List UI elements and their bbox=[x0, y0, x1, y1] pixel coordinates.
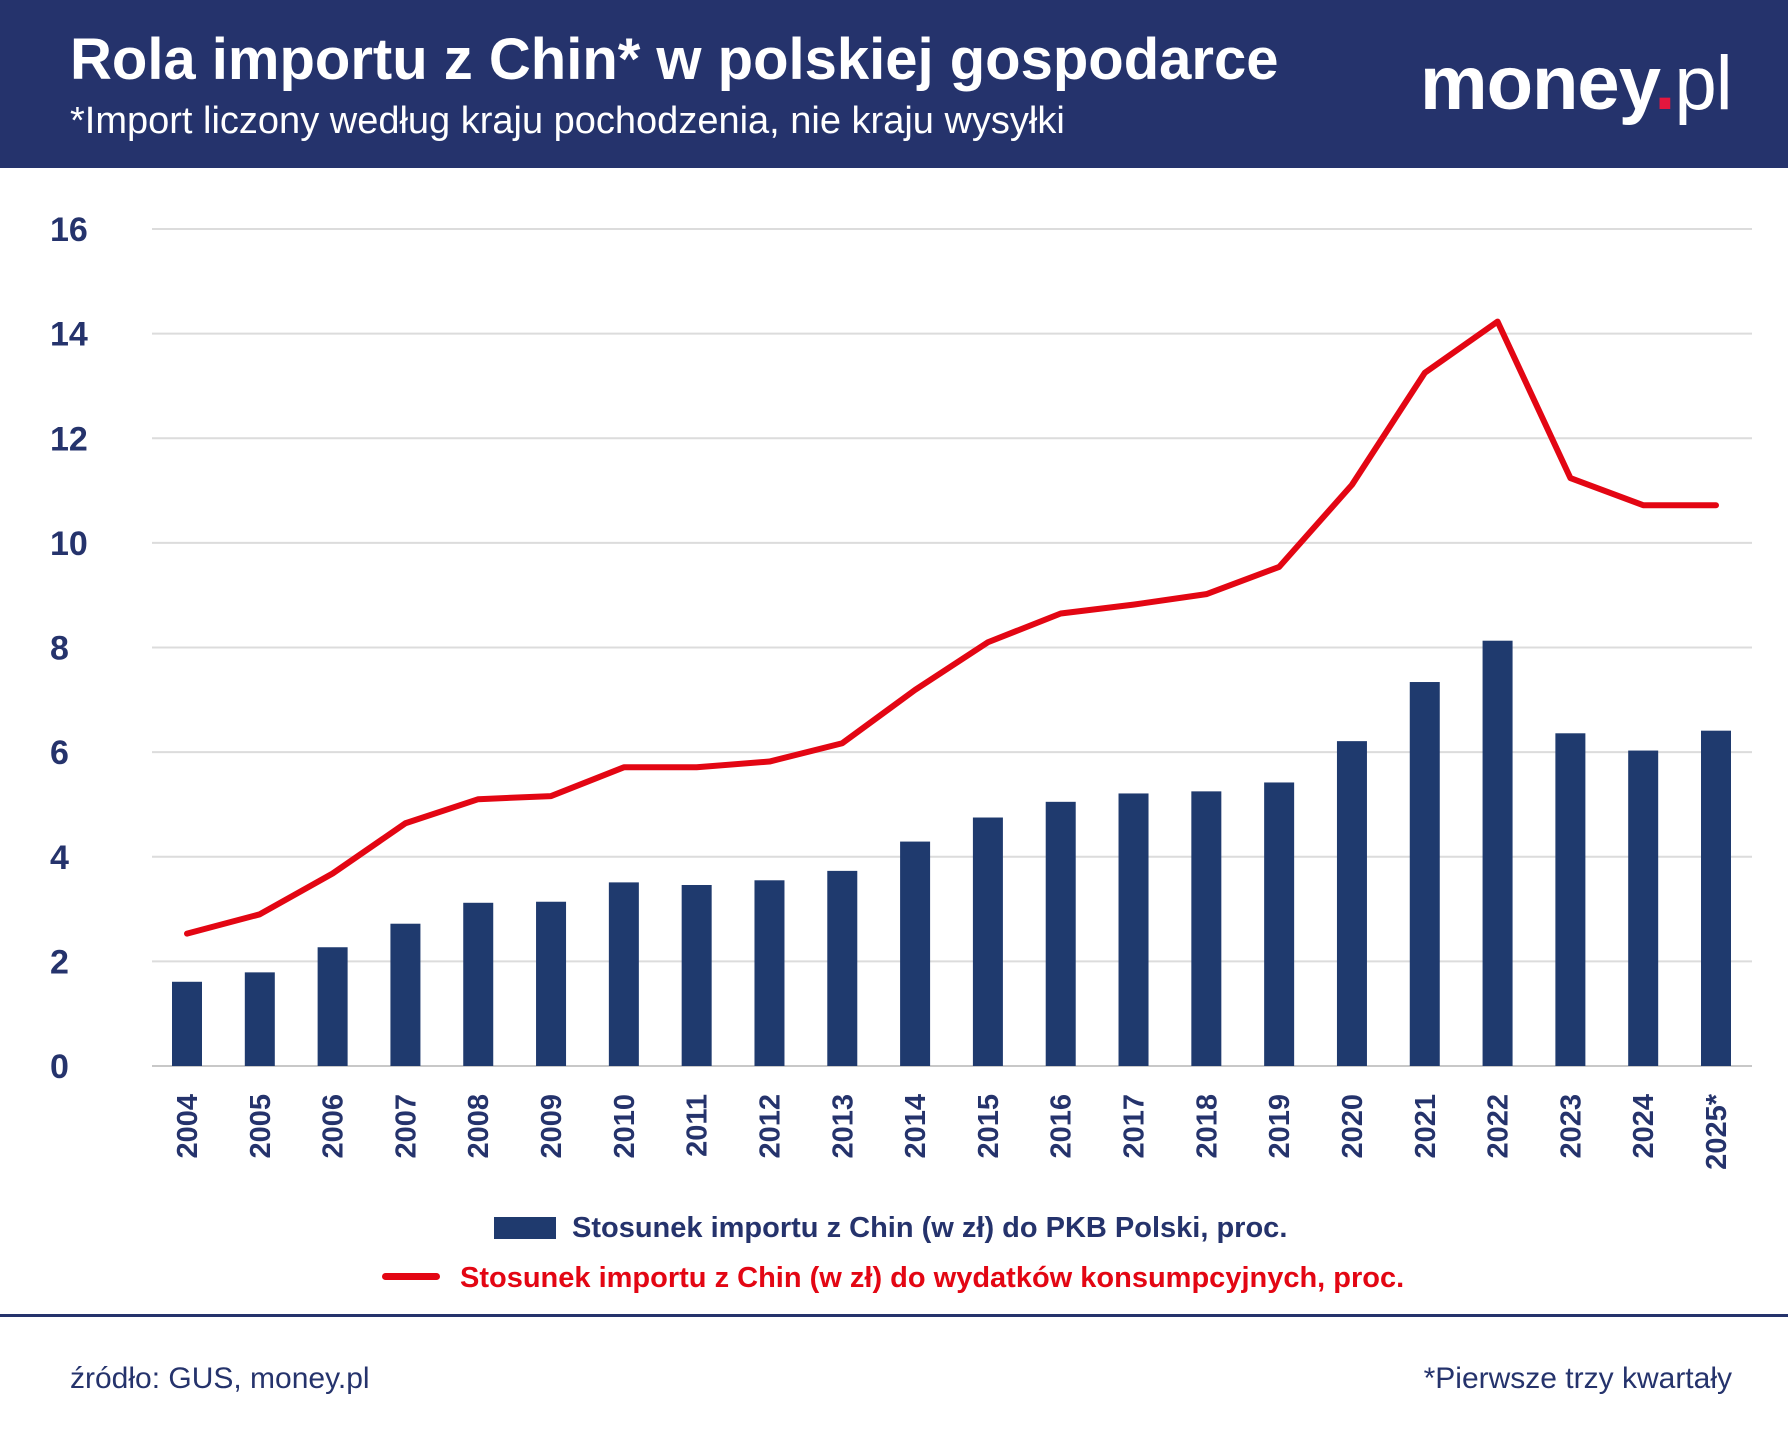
bar bbox=[1701, 730, 1731, 1066]
x-tick-label: 2006 bbox=[318, 1094, 350, 1159]
legend-bar: Stosunek importu z Chin (w zł) do PKB Po… bbox=[494, 1212, 1287, 1245]
footnote: *Pierwsze trzy kwartały bbox=[1423, 1362, 1732, 1395]
x-tick-label: 2022 bbox=[1483, 1094, 1515, 1159]
bar bbox=[317, 947, 348, 1066]
bar bbox=[244, 972, 275, 1066]
bar bbox=[1409, 682, 1440, 1066]
x-tick-label: 2024 bbox=[1628, 1094, 1660, 1159]
money-pl-logo: money.pl bbox=[1420, 41, 1733, 126]
legend-line: Stosunek importu z Chin (w zł) do wydatk… bbox=[382, 1262, 1404, 1295]
bar bbox=[536, 901, 567, 1066]
bar bbox=[1336, 741, 1367, 1066]
x-tick-label: 2016 bbox=[1046, 1094, 1078, 1159]
x-tick-label: 2015 bbox=[973, 1094, 1005, 1159]
x-tick-label: 2025* bbox=[1701, 1093, 1733, 1170]
x-tick-label: 2017 bbox=[1119, 1094, 1151, 1159]
bar bbox=[1264, 782, 1295, 1066]
bar bbox=[1482, 640, 1513, 1066]
y-tick-label: 14 bbox=[50, 316, 88, 354]
x-tick-label: 2018 bbox=[1191, 1094, 1223, 1159]
y-tick-label: 16 bbox=[50, 211, 88, 249]
y-tick-label: 2 bbox=[50, 943, 69, 981]
bar bbox=[1118, 793, 1149, 1066]
y-tick-label: 12 bbox=[50, 420, 88, 458]
line-series bbox=[184, 318, 1719, 937]
bar bbox=[1045, 801, 1076, 1066]
y-tick-label: 10 bbox=[50, 525, 88, 563]
divider bbox=[0, 1314, 1788, 1317]
x-tick-label: 2007 bbox=[390, 1094, 422, 1159]
bar bbox=[608, 882, 639, 1066]
bar bbox=[463, 902, 494, 1066]
bar bbox=[827, 870, 858, 1066]
y-tick-label: 8 bbox=[50, 630, 69, 668]
bar bbox=[972, 817, 1003, 1066]
bar bbox=[1555, 733, 1586, 1066]
bar bbox=[390, 923, 421, 1066]
x-tick-label: 2021 bbox=[1410, 1094, 1442, 1159]
chart-title: Rola importu z Chin* w polskiej gospodar… bbox=[70, 27, 1279, 92]
header-banner: Rola importu z Chin* w polskiej gospodar… bbox=[0, 0, 1788, 168]
bar bbox=[172, 981, 202, 1066]
legend-line-swatch bbox=[382, 1273, 440, 1280]
x-tick-label: 2008 bbox=[463, 1094, 495, 1159]
x-tick-label: 2009 bbox=[536, 1094, 568, 1159]
bar bbox=[900, 841, 931, 1066]
y-tick-label: 0 bbox=[50, 1048, 69, 1086]
x-tick-label: 2010 bbox=[609, 1094, 641, 1159]
legend-bar-swatch bbox=[494, 1217, 556, 1239]
source-note: źródło: GUS, money.pl bbox=[70, 1362, 370, 1395]
x-tick-label: 2011 bbox=[682, 1094, 714, 1157]
chart-subtitle: *Import liczony według kraju pochodzenia… bbox=[70, 100, 1065, 142]
bar bbox=[754, 880, 785, 1066]
x-tick-label: 2005 bbox=[245, 1094, 277, 1159]
legend-line-label: Stosunek importu z Chin (w zł) do wydatk… bbox=[460, 1262, 1405, 1294]
x-tick-label: 2012 bbox=[754, 1094, 786, 1159]
legend-bar-label: Stosunek importu z Chin (w zł) do PKB Po… bbox=[572, 1212, 1288, 1244]
x-tick-label: 2020 bbox=[1337, 1094, 1369, 1159]
x-tick-label: 2013 bbox=[827, 1094, 859, 1159]
x-tick-label: 2004 bbox=[172, 1094, 204, 1159]
bar bbox=[1191, 791, 1222, 1066]
y-tick-label: 4 bbox=[50, 839, 69, 877]
y-tick-label: 6 bbox=[50, 734, 69, 772]
bar bbox=[681, 884, 712, 1066]
x-tick-label: 2014 bbox=[900, 1094, 932, 1159]
x-tick-label: 2023 bbox=[1555, 1094, 1587, 1159]
x-tick-label: 2019 bbox=[1264, 1094, 1296, 1159]
bar bbox=[1628, 750, 1659, 1066]
